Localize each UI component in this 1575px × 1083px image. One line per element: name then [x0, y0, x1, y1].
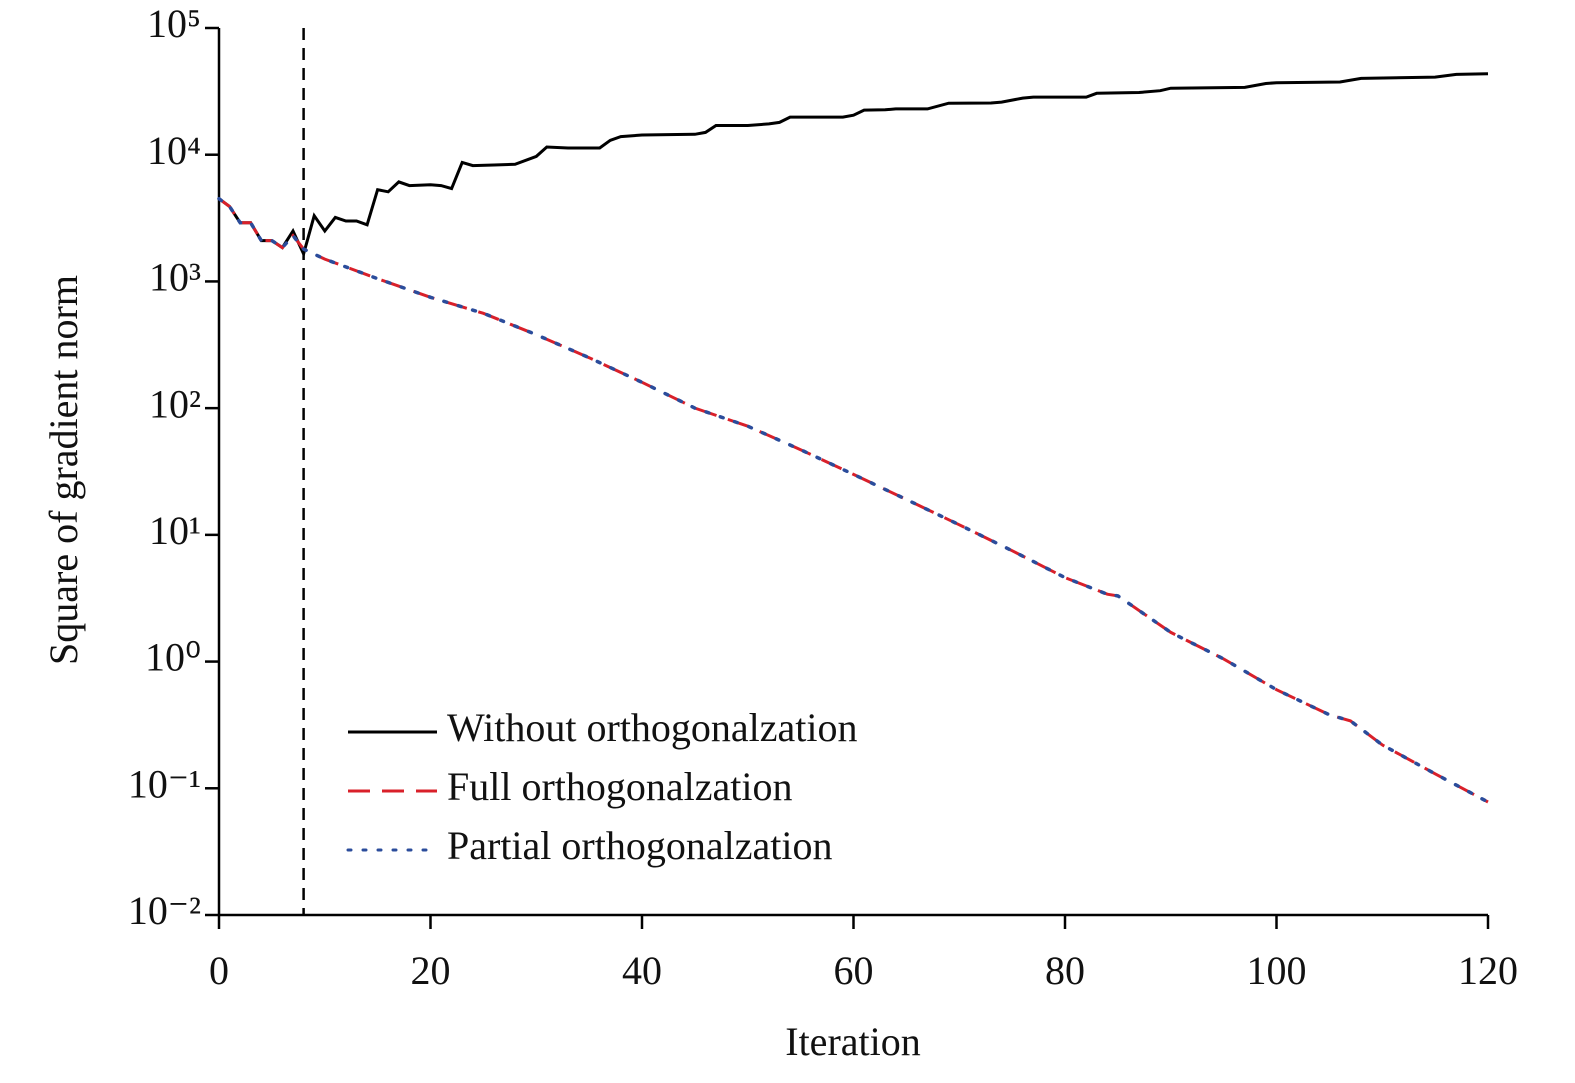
x-tick-label: 80 [1045, 948, 1085, 993]
legend-label: Without orthogonalzation [447, 705, 858, 750]
y-tick-label: 10¹ [149, 508, 201, 553]
x-tick-label: 60 [834, 948, 874, 993]
series-line [218, 72, 1489, 259]
y-tick-label: 10² [149, 381, 201, 426]
x-tick-label: 0 [209, 948, 229, 993]
x-axis-title: Iteration [785, 1019, 921, 1064]
legend-label: Partial orthogonalzation [447, 823, 832, 868]
series-line [217, 196, 1490, 804]
series-line [218, 197, 1489, 804]
y-tick-label: 10⁻² [128, 888, 201, 933]
x-tick-label: 100 [1247, 948, 1307, 993]
y-tick-label: 10³ [149, 255, 201, 300]
legend-label: Full orthogonalzation [447, 764, 793, 809]
x-tick-label: 20 [411, 948, 451, 993]
y-axis-title: Square of gradient norm [41, 275, 86, 665]
y-tick-label: 10⁰ [145, 635, 201, 680]
x-tick-label: 40 [622, 948, 662, 993]
y-tick-label: 10⁴ [147, 128, 201, 173]
y-tick-label: 10⁵ [147, 1, 201, 46]
y-tick-label: 10⁻¹ [128, 761, 201, 806]
x-tick-label: 120 [1458, 948, 1518, 993]
